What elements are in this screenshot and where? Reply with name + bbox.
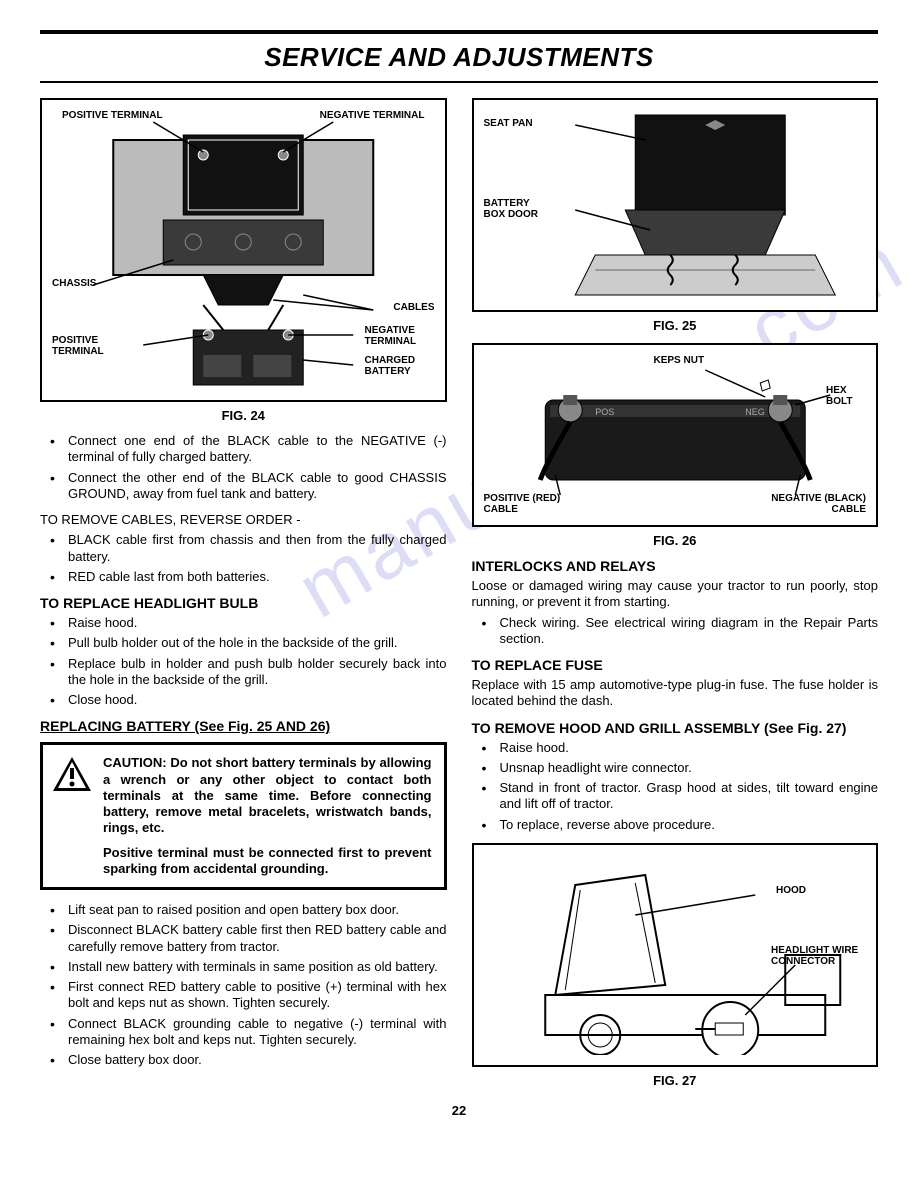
- list-item: Raise hood.: [40, 615, 447, 631]
- warning-icon: [51, 755, 93, 793]
- columns: POSITIVE TERMINAL NEGATIVE TERMINAL: [40, 98, 878, 1088]
- right-column: SEAT PAN BATTERY BOX DOOR FIG. 25 POS NE…: [472, 98, 879, 1088]
- page-container: manualshive.com SERVICE AND ADJUSTMENTS …: [0, 0, 918, 1138]
- figure-24-box: POSITIVE TERMINAL NEGATIVE TERMINAL: [40, 98, 447, 402]
- list-item: Check wiring. See electrical wiring diag…: [472, 615, 879, 648]
- caution-p1: CAUTION: Do not short battery terminals …: [103, 755, 432, 836]
- fig24-cables-label: CABLES: [393, 302, 434, 313]
- headlight-heading: TO REPLACE HEADLIGHT BULB: [40, 595, 447, 611]
- top-rule: [40, 30, 878, 34]
- fig26-svg: POS NEG: [484, 355, 867, 515]
- fig26-hex-bolt-label: HEX BOLT: [826, 385, 866, 407]
- hood-heading: TO REMOVE HOOD AND GRILL ASSEMBLY (See F…: [472, 720, 879, 736]
- figure-25-box: SEAT PAN BATTERY BOX DOOR: [472, 98, 879, 312]
- list-item: Pull bulb holder out of the hole in the …: [40, 635, 447, 651]
- fig24-chassis-label: CHASSIS: [52, 278, 96, 289]
- fig24-charged-battery-label: CHARGED BATTERY: [365, 355, 435, 377]
- fig26-keps-nut-label: KEPS NUT: [654, 355, 705, 366]
- headlight-bullets: Raise hood. Pull bulb holder out of the …: [40, 615, 447, 708]
- list-item: Disconnect BLACK battery cable first the…: [40, 922, 447, 955]
- interlocks-heading: INTERLOCKS AND RELAYS: [472, 558, 879, 574]
- list-item: Close hood.: [40, 692, 447, 708]
- battery-bullets: Lift seat pan to raised position and ope…: [40, 902, 447, 1068]
- list-item: Connect BLACK grounding cable to negativ…: [40, 1016, 447, 1049]
- list-item: Replace bulb in holder and push bulb hol…: [40, 656, 447, 689]
- list-item: Stand in front of tractor. Grasp hood at…: [472, 780, 879, 813]
- list-item: Connect one end of the BLACK cable to th…: [40, 433, 447, 466]
- svg-text:POS: POS: [595, 407, 614, 417]
- fig24-neg-term-bot-label: NEGATIVE TERMINAL: [365, 325, 435, 347]
- caution-p2: Positive terminal must be connected firs…: [103, 845, 432, 878]
- page-number: 22: [40, 1103, 878, 1118]
- figure-27-diagram: HOOD HEADLIGHT WIRE CONNECTOR: [484, 855, 867, 1055]
- fig24-pos-term-bot-label: POSITIVE TERMINAL: [52, 335, 122, 357]
- interlocks-bullets: Check wiring. See electrical wiring diag…: [472, 615, 879, 648]
- figure-24-diagram: POSITIVE TERMINAL NEGATIVE TERMINAL: [52, 110, 435, 390]
- caution-box: CAUTION: Do not short battery terminals …: [40, 742, 447, 890]
- list-item: Lift seat pan to raised position and ope…: [40, 902, 447, 918]
- list-item: To replace, reverse above procedure.: [472, 817, 879, 833]
- list-item: BLACK cable first from chassis and then …: [40, 532, 447, 565]
- figure-26-box: POS NEG: [472, 343, 879, 527]
- figure-26-diagram: POS NEG: [484, 355, 867, 515]
- fig27-hood-label: HOOD: [776, 885, 806, 896]
- left-column: POSITIVE TERMINAL NEGATIVE TERMINAL: [40, 98, 447, 1088]
- fig25-seat-pan-label: SEAT PAN: [484, 118, 533, 129]
- fuse-heading: TO REPLACE FUSE: [472, 657, 879, 673]
- fig26-caption: FIG. 26: [472, 533, 879, 548]
- list-item: Unsnap headlight wire connector.: [472, 760, 879, 776]
- fig24-neg-term-top-label: NEGATIVE TERMINAL: [320, 110, 425, 121]
- list-item: Connect the other end of the BLACK cable…: [40, 470, 447, 503]
- page-title: SERVICE AND ADJUSTMENTS: [40, 42, 878, 73]
- remove-cables-heading: TO REMOVE CABLES, REVERSE ORDER -: [40, 512, 447, 528]
- figure-25-diagram: SEAT PAN BATTERY BOX DOOR: [484, 110, 867, 300]
- replace-battery-heading: REPLACING BATTERY (See Fig. 25 AND 26): [40, 718, 447, 734]
- left-bullets-1: Connect one end of the BLACK cable to th…: [40, 433, 447, 502]
- list-item: Raise hood.: [472, 740, 879, 756]
- fuse-text: Replace with 15 amp automotive-type plug…: [472, 677, 879, 710]
- fig24-caption: FIG. 24: [40, 408, 447, 423]
- list-item: Close battery box door.: [40, 1052, 447, 1068]
- fig25-battery-box-door-label: BATTERY BOX DOOR: [484, 198, 554, 220]
- bottom-rule: [40, 81, 878, 83]
- fig25-caption: FIG. 25: [472, 318, 879, 333]
- list-item: Install new battery with terminals in sa…: [40, 959, 447, 975]
- fig26-pos-cable-label: POSITIVE (RED) CABLE: [484, 493, 594, 515]
- figure-27-box: HOOD HEADLIGHT WIRE CONNECTOR: [472, 843, 879, 1067]
- fig27-headlight-wire-label: HEADLIGHT WIRE CONNECTOR: [771, 945, 861, 967]
- fig27-caption: FIG. 27: [472, 1073, 879, 1088]
- fig26-neg-cable-label: NEGATIVE (BLACK) CABLE: [756, 493, 866, 515]
- hood-bullets: Raise hood. Unsnap headlight wire connec…: [472, 740, 879, 833]
- left-bullets-2: BLACK cable first from chassis and then …: [40, 532, 447, 585]
- list-item: First connect RED battery cable to posit…: [40, 979, 447, 1012]
- fig24-pos-term-top-label: POSITIVE TERMINAL: [62, 110, 163, 121]
- list-item: RED cable last from both batteries.: [40, 569, 447, 585]
- interlocks-text: Loose or damaged wiring may cause your t…: [472, 578, 879, 611]
- svg-text:NEG: NEG: [745, 407, 765, 417]
